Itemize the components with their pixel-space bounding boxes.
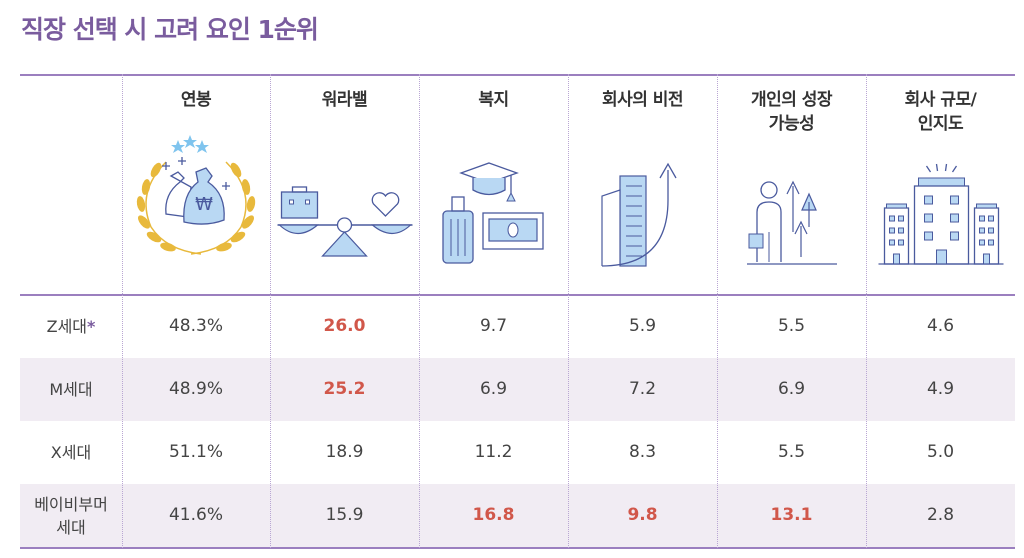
- table-top-rule: [20, 74, 1015, 76]
- cell-company-vision: 5.9: [628, 316, 657, 336]
- cell-company-size: 4.6: [926, 316, 955, 336]
- cell-personal-growth: 13.1: [770, 505, 813, 525]
- column-label: 회사의 비전: [601, 90, 684, 110]
- cell-personal-growth: 5.5: [777, 442, 806, 462]
- column-divider: [122, 74, 123, 548]
- column-label: 연봉: [180, 90, 212, 110]
- cell-salary: 48.9%: [168, 379, 223, 399]
- cell-work-life-balance: 26.0: [323, 316, 366, 336]
- cell-welfare: 6.9: [479, 379, 508, 399]
- table-bottom-rule: [20, 547, 1015, 549]
- row-label: Z세대 *: [46, 317, 96, 336]
- table-row-baby-boomer: 베이비부머 세대 41.6% 15.9 16.8 9.8 13.1 2.8: [20, 484, 1015, 547]
- column-divider: [270, 74, 271, 548]
- cell-work-life-balance: 25.2: [323, 379, 366, 399]
- money-bag-laurel-icon: ₩: [126, 132, 266, 266]
- cell-company-vision: 8.3: [628, 442, 657, 462]
- cell-welfare: 9.7: [479, 316, 508, 336]
- cell-welfare: 11.2: [474, 442, 513, 462]
- cell-company-size: 4.9: [926, 379, 955, 399]
- header-bottom-rule: [20, 294, 1015, 296]
- table-row-gen-z: Z세대 * 48.3% 26.0 9.7 5.9 5.5 4.6: [20, 295, 1015, 358]
- column-label: 회사 규모/ 인지도: [904, 90, 977, 134]
- column-header-company-vision: 회사의 비전: [568, 74, 717, 295]
- row-label: M세대: [49, 380, 93, 399]
- column-header-company-size: 회사 규모/ 인지도: [866, 74, 1015, 295]
- cell-company-vision: 7.2: [628, 379, 657, 399]
- welfare-icon: [439, 161, 549, 270]
- cell-company-size: 2.8: [926, 505, 955, 525]
- cell-salary: 41.6%: [168, 505, 223, 525]
- cell-personal-growth: 6.9: [777, 379, 806, 399]
- table-row-gen-x: X세대 51.1% 18.9 11.2 8.3 5.5 5.0: [20, 421, 1015, 484]
- page-title: 직장 선택 시 고려 요인 1순위: [21, 15, 319, 44]
- table-row-gen-m: M세대 48.9% 25.2 6.9 7.2 6.9 4.9: [20, 358, 1015, 421]
- column-label: 워라밸: [321, 90, 368, 110]
- personal-growth-icon: [746, 172, 837, 271]
- column-divider: [866, 74, 867, 548]
- column-header-salary: 연봉 ₩: [122, 74, 270, 295]
- cell-work-life-balance: 18.9: [325, 442, 364, 462]
- column-label: 복지: [478, 90, 509, 110]
- column-label: 개인의 성장 가능성: [750, 90, 833, 134]
- work-life-balance-scale-icon: [277, 186, 412, 265]
- company-buildings-icon: [878, 162, 1003, 271]
- cell-company-size: 5.0: [926, 442, 955, 462]
- footnote-marker: *: [87, 317, 96, 336]
- cell-work-life-balance: 15.9: [325, 505, 364, 525]
- svg-text:₩: ₩: [195, 194, 213, 215]
- column-header-work-life-balance: 워라밸: [270, 74, 419, 295]
- column-header-welfare: 복지: [419, 74, 568, 295]
- cell-company-vision: 9.8: [627, 505, 658, 525]
- cell-personal-growth: 5.5: [777, 316, 806, 336]
- column-divider: [717, 74, 718, 548]
- row-label: 베이비부머 세대: [34, 494, 108, 537]
- column-divider: [568, 74, 569, 548]
- cell-salary: 51.1%: [168, 442, 223, 462]
- cell-welfare: 16.8: [472, 505, 515, 525]
- column-header-personal-growth: 개인의 성장 가능성: [717, 74, 866, 295]
- cell-salary: 48.3%: [168, 316, 223, 336]
- row-label: X세대: [50, 443, 92, 462]
- company-vision-building-arrow-icon: [598, 160, 688, 274]
- column-divider: [419, 74, 420, 548]
